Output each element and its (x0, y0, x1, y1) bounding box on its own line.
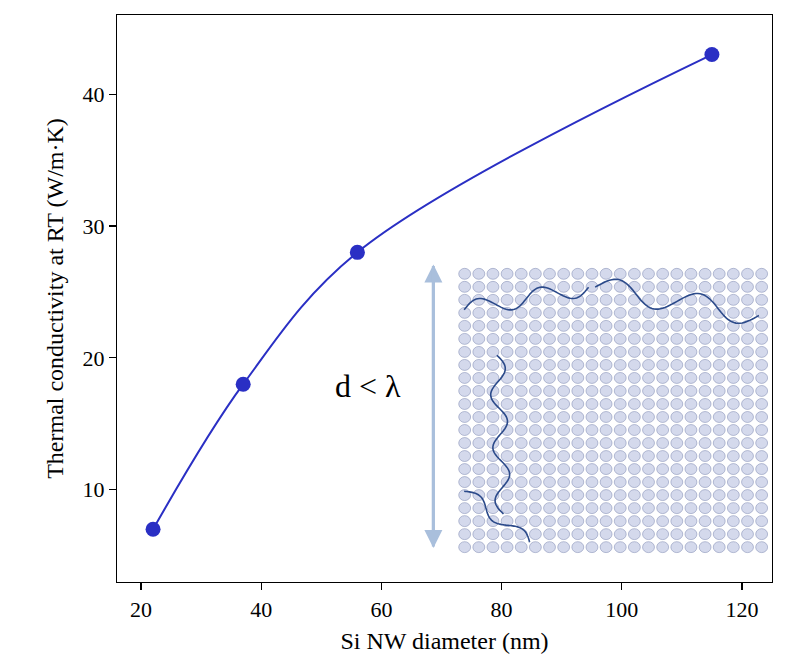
svg-text:20: 20 (130, 597, 152, 622)
svg-text:30: 30 (82, 214, 104, 239)
svg-text:80: 80 (491, 597, 513, 622)
svg-text:Si NW diameter (nm): Si NW diameter (nm) (340, 628, 548, 654)
svg-text:60: 60 (370, 597, 392, 622)
svg-text:40: 40 (250, 597, 272, 622)
svg-text:40: 40 (82, 82, 104, 107)
svg-text:100: 100 (605, 597, 638, 622)
svg-text:Thermal conductivity at RT (W/: Thermal conductivity at RT (W/m·K) (42, 118, 68, 479)
svg-text:120: 120 (725, 597, 758, 622)
svg-text:20: 20 (82, 346, 104, 371)
svg-text:d < λ: d < λ (335, 368, 401, 404)
svg-text:10: 10 (82, 477, 104, 502)
